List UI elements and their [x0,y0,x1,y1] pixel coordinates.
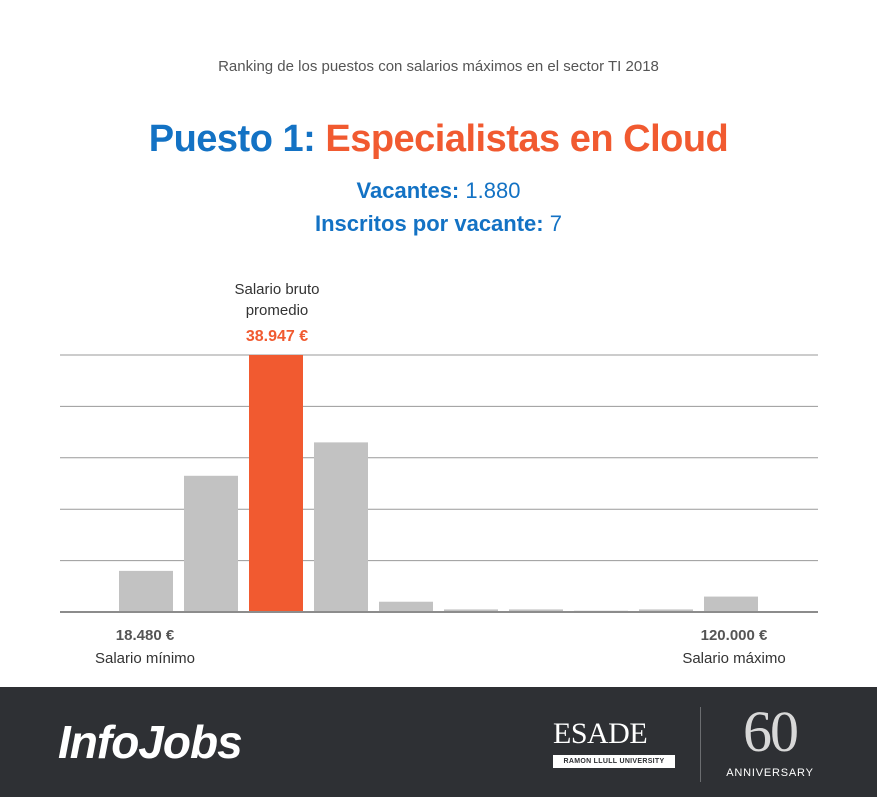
title-main: Especialistas en Cloud [325,118,729,160]
average-salary-value: 38.947 € [246,328,308,345]
callout-line2: promedio [246,302,309,319]
anniversary-label: ANNIVERSARY [726,767,814,779]
sixty-anniversary-logo: 60 [743,699,799,764]
max-salary-label: Salario máximo [682,650,785,667]
histogram-bar [184,475,238,612]
vacantes-value: 1.880 [465,178,521,203]
esade-logo: ESADE [553,717,648,750]
histogram-bar [379,601,433,612]
callout-line1: Salario bruto [234,281,319,298]
vacantes-label: Vacantes: [356,178,460,203]
page-title: Puesto 1: Especialistas en Cloud [0,118,877,161]
histogram-bar [704,596,758,612]
inscritos-label: Inscritos por vacante: [314,211,544,236]
histogram-bar [119,570,173,612]
max-salary-value: 120.000 € [701,627,768,644]
histogram-bar [444,609,498,612]
inscritos-value: 7 [549,211,562,236]
chart-subtitle: Ranking de los puestos con salarios máxi… [218,58,659,75]
bar-average [249,355,303,612]
salary-histogram: Salario bruto promedio 38.947 € 18.480 €… [60,281,818,667]
esade-university-tag: RAMON LLULL UNIVERSITY [553,755,675,768]
grid-lines [60,354,818,562]
vacantes-stat: Vacantes: 1.880 [0,178,877,204]
infojobs-logo: InfoJobs [58,716,243,768]
bars [119,355,758,612]
footer-divider [700,707,701,782]
histogram-bar [509,609,563,612]
inscritos-stat: Inscritos por vacante: 7 [0,211,877,237]
title-prefix: Puesto 1: [148,118,316,160]
min-salary-value: 18.480 € [116,627,175,644]
histogram-bar [314,442,368,612]
histogram-bar [639,609,693,612]
footer-bar: InfoJobs ESADE RAMON LLULL UNIVERSITY 60… [0,687,877,797]
min-salary-label: Salario mínimo [95,650,195,667]
